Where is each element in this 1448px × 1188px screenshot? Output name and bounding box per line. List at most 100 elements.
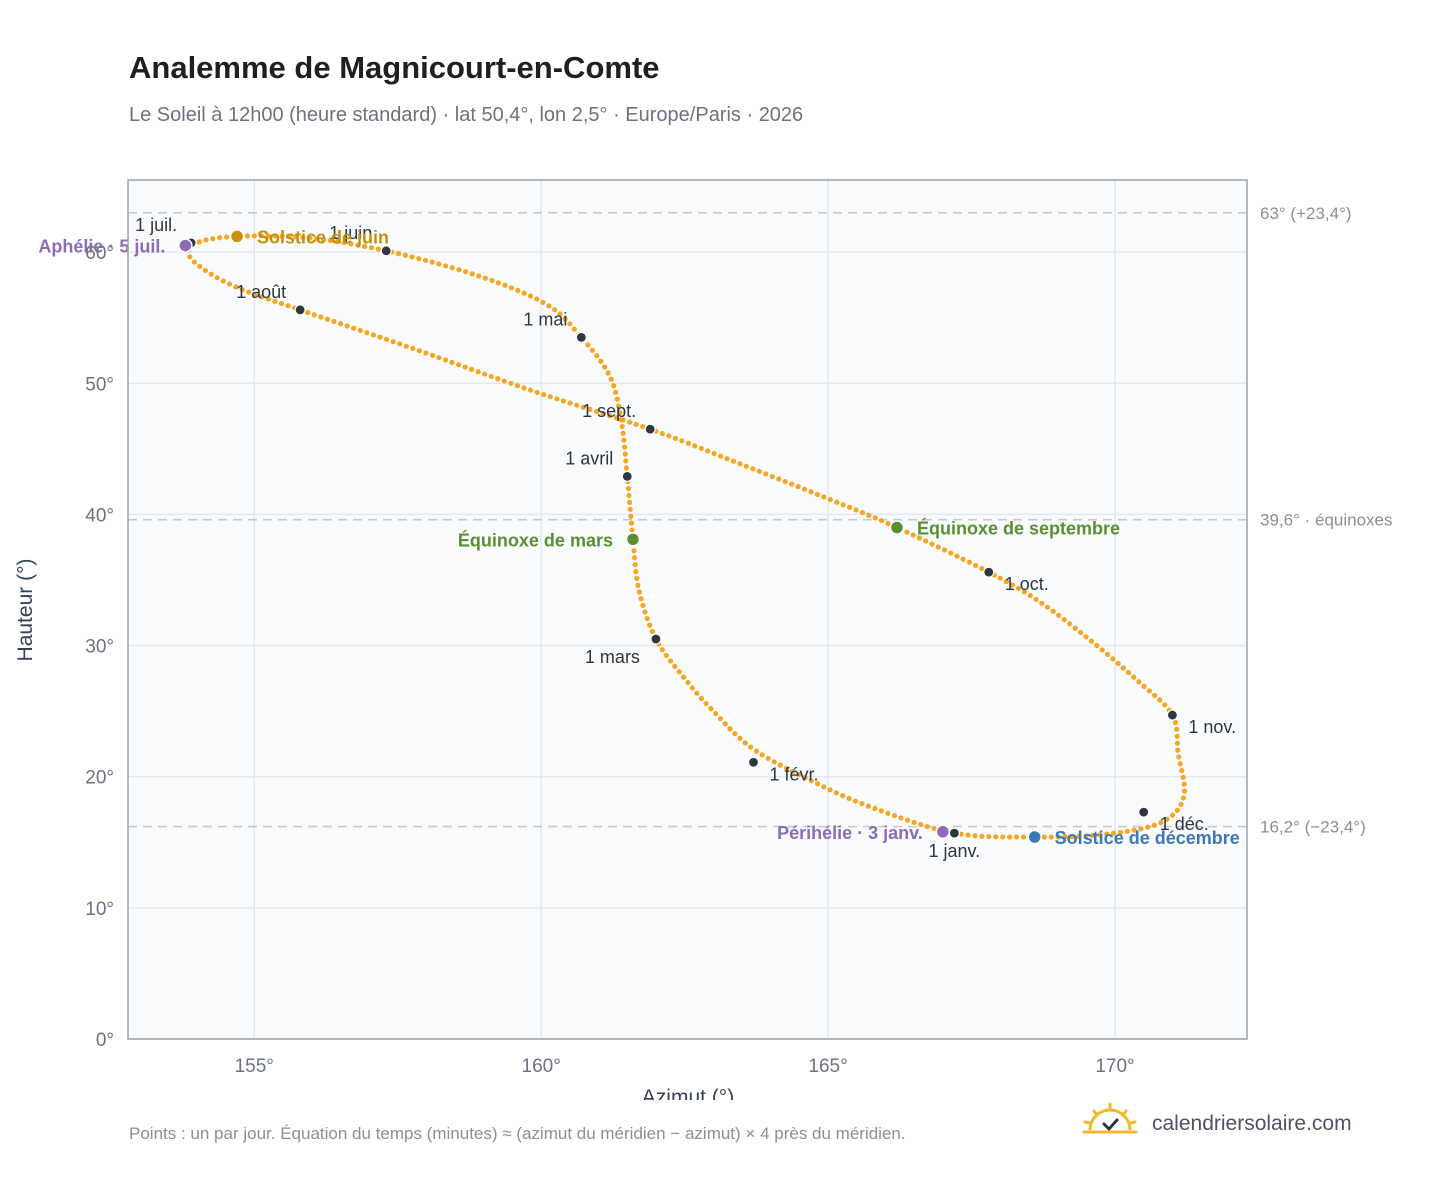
day-point <box>769 473 775 480</box>
day-point <box>562 316 568 322</box>
day-point <box>846 795 852 801</box>
day-point <box>602 364 608 370</box>
day-point <box>187 254 193 260</box>
day-point <box>341 240 347 246</box>
day-point <box>885 810 891 816</box>
y-tick-label: 50° <box>85 374 114 395</box>
day-point <box>777 762 783 768</box>
day-point <box>717 716 724 722</box>
day-point <box>629 527 635 533</box>
day-point <box>628 520 635 526</box>
chart-subtitle: Le Soleil à 12h00 (heure standard) · lat… <box>129 104 804 126</box>
day-point <box>698 445 704 451</box>
day-point <box>703 700 709 707</box>
analemma-curve <box>186 233 1188 840</box>
day-point <box>442 357 449 363</box>
y-tick-label: 20° <box>85 768 114 789</box>
day-point <box>1021 589 1027 595</box>
day-point <box>527 293 534 299</box>
day-point <box>390 339 396 345</box>
day-point <box>635 582 641 588</box>
event-marker <box>178 238 193 253</box>
month-marker <box>621 470 633 482</box>
day-point <box>1174 726 1180 732</box>
day-point <box>872 805 878 812</box>
day-point <box>1151 822 1157 828</box>
month-marker <box>1138 806 1150 818</box>
day-point <box>1041 834 1047 840</box>
day-point <box>1169 812 1176 818</box>
day-point <box>362 243 368 249</box>
day-point <box>965 832 971 838</box>
day-point <box>252 291 258 298</box>
day-point <box>679 438 685 444</box>
day-point <box>827 787 833 793</box>
day-point <box>598 358 604 364</box>
day-point <box>587 406 593 412</box>
day-point <box>1181 781 1187 787</box>
day-point <box>1061 616 1067 623</box>
day-point <box>776 476 782 482</box>
day-point <box>911 819 917 826</box>
month-marker-label: 1 mai <box>523 309 567 329</box>
day-point <box>986 833 992 840</box>
day-point <box>571 326 577 332</box>
day-point <box>210 236 216 242</box>
day-point <box>197 263 203 270</box>
chart-title: Analemme de Magnicourt-en-Comte <box>129 50 660 85</box>
day-point <box>501 378 507 384</box>
day-point <box>672 663 678 669</box>
day-point <box>1174 807 1180 813</box>
day-point <box>314 236 320 242</box>
reference-line-label: 39,6° · équinoxes <box>1260 511 1393 530</box>
day-point <box>1124 828 1130 834</box>
y-tick-label: 10° <box>85 899 114 920</box>
day-point <box>801 486 808 492</box>
event-markers: Solstice de juin Solstice de décembre Équi… <box>38 227 1239 848</box>
day-point <box>1110 830 1117 836</box>
day-point <box>737 735 743 741</box>
day-point <box>495 280 502 286</box>
day-point <box>560 398 567 404</box>
day-point <box>960 556 966 562</box>
day-point <box>482 371 488 377</box>
day-point <box>1078 629 1084 636</box>
day-point <box>208 271 214 277</box>
day-point <box>1110 656 1116 662</box>
day-point <box>456 267 462 273</box>
day-point <box>1104 831 1110 837</box>
day-point <box>685 679 691 686</box>
day-point <box>402 252 408 258</box>
sun-check-icon <box>1082 1102 1138 1134</box>
day-point <box>765 755 771 762</box>
day-point <box>1178 801 1184 808</box>
day-point <box>246 289 252 295</box>
month-marker-label: 1 avril <box>565 448 613 468</box>
day-point <box>202 267 208 274</box>
month-marker <box>747 756 760 768</box>
day-point <box>1174 740 1180 746</box>
day-point <box>1020 834 1027 840</box>
day-point <box>357 327 363 334</box>
footnote: Points : un par jour. Équation du temps … <box>129 1124 906 1143</box>
day-point <box>600 410 606 417</box>
day-point <box>324 316 331 322</box>
day-point <box>278 300 285 307</box>
day-point <box>619 423 625 430</box>
day-point <box>672 435 678 441</box>
day-point <box>753 748 759 754</box>
event-label: Solstice de juin <box>257 227 389 247</box>
day-point <box>625 485 631 492</box>
y-tick-label: 30° <box>85 637 114 658</box>
day-point <box>954 553 960 559</box>
day-point <box>1181 788 1188 794</box>
day-point <box>383 336 390 342</box>
day-point <box>534 389 540 395</box>
day-point <box>272 298 278 304</box>
day-point <box>1027 592 1033 599</box>
day-point <box>923 538 929 544</box>
reference-line-label: 63° (+23,4°) <box>1260 204 1352 223</box>
day-point <box>618 416 624 423</box>
day-point <box>475 369 481 375</box>
day-point <box>633 568 639 575</box>
